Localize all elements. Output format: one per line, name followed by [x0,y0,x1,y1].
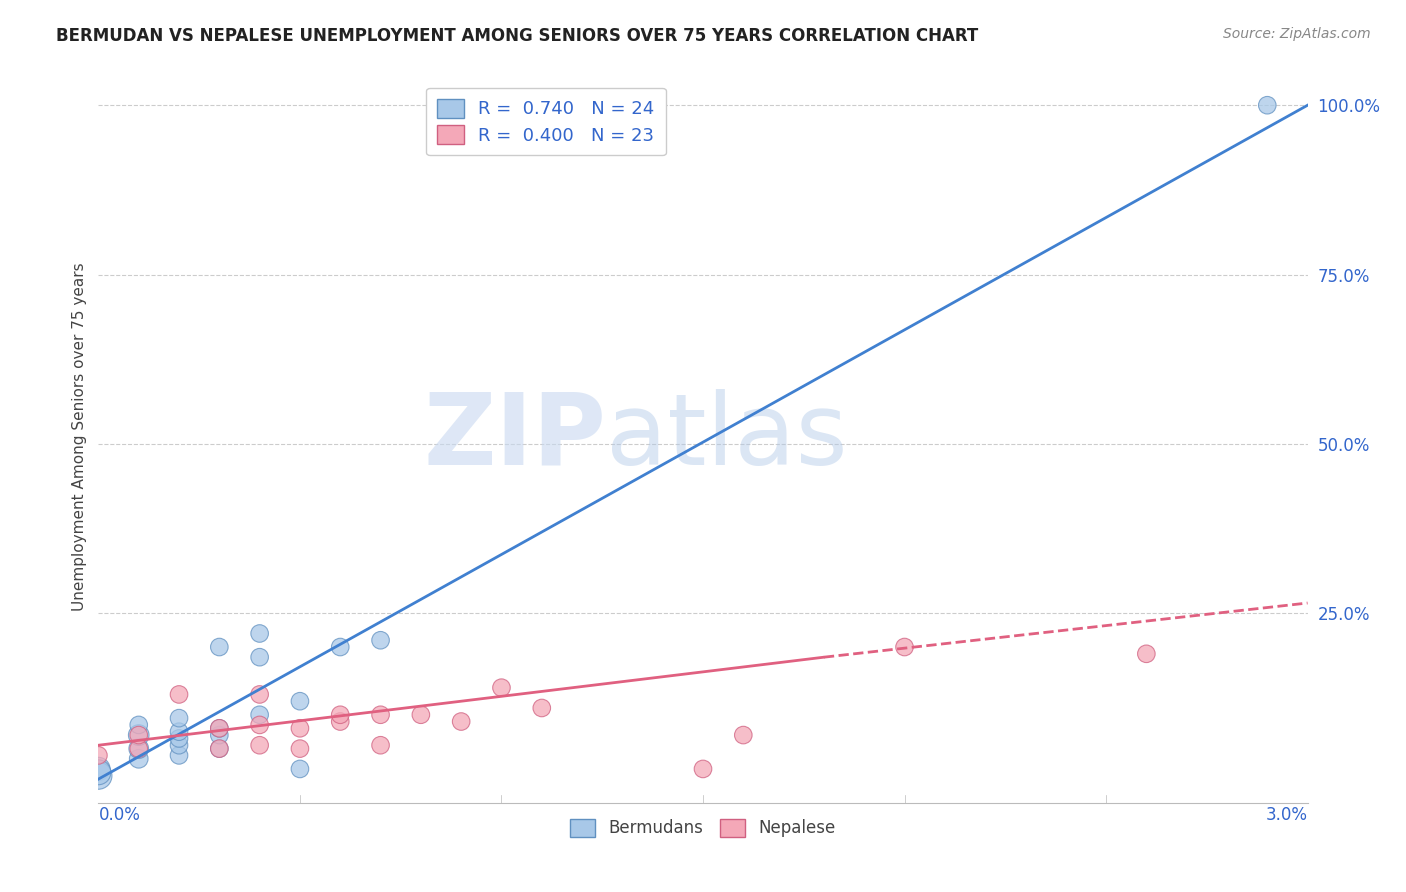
Point [288,762,311,776]
Point [208,640,231,654]
Point [249,688,271,702]
Point [288,741,311,756]
Text: 3.0%: 3.0% [1265,806,1308,824]
Point [370,707,392,722]
Point [530,701,553,715]
Point [1135,647,1157,661]
Point [167,748,190,763]
Legend: Bermudans, Nepalese: Bermudans, Nepalese [562,810,844,846]
Point [733,728,755,742]
Point [288,694,311,708]
Point [370,633,392,648]
Point [491,681,513,695]
Point [167,688,190,702]
Point [329,640,352,654]
Point [370,738,392,752]
Point [87,765,110,780]
Point [692,762,714,776]
Point [249,707,271,722]
Point [208,741,231,756]
Point [893,640,915,654]
Point [249,650,271,665]
Point [249,718,271,732]
Point [167,731,190,746]
Point [208,721,231,735]
Point [128,752,150,766]
Point [87,762,110,776]
Point [208,741,231,756]
Point [208,728,231,742]
Point [87,748,110,763]
Point [128,728,150,742]
Point [87,769,110,783]
Point [208,721,231,735]
Point [329,707,352,722]
Text: ZIP: ZIP [423,389,606,485]
Point [167,711,190,725]
Point [128,728,150,742]
Point [288,721,311,735]
Point [249,738,271,752]
Point [167,738,190,752]
Y-axis label: Unemployment Among Seniors over 75 years: Unemployment Among Seniors over 75 years [72,263,87,611]
Point [249,626,271,640]
Point [409,707,432,722]
Point [128,718,150,732]
Point [167,724,190,739]
Text: Source: ZipAtlas.com: Source: ZipAtlas.com [1223,27,1371,41]
Text: BERMUDAN VS NEPALESE UNEMPLOYMENT AMONG SENIORS OVER 75 YEARS CORRELATION CHART: BERMUDAN VS NEPALESE UNEMPLOYMENT AMONG … [56,27,979,45]
Point [1256,98,1278,112]
Point [329,714,352,729]
Point [128,741,150,756]
Text: atlas: atlas [606,389,848,485]
Point [450,714,472,729]
Text: 0.0%: 0.0% [98,806,141,824]
Point [128,741,150,756]
